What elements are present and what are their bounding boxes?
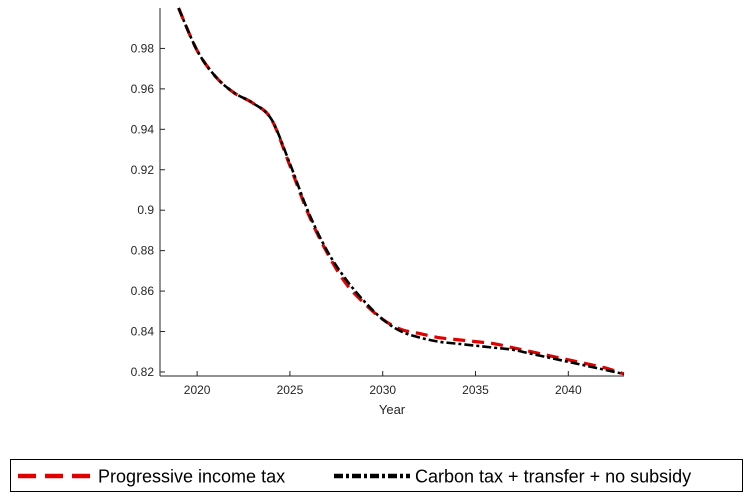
x-tick-label: 2020 <box>184 383 211 397</box>
legend-label-progressive-income-tax: Progressive income tax <box>98 467 285 487</box>
series-line-carbon-tax-transfer-no-subsidy <box>177 7 624 376</box>
series-lines <box>177 7 624 376</box>
y-tick-label: 0.96 <box>131 82 155 96</box>
y-tick-label: 0.92 <box>131 163 155 177</box>
x-tick-label: 2040 <box>555 383 582 397</box>
x-tick-label: 2025 <box>277 383 304 397</box>
x-axis-title: Year <box>379 402 406 417</box>
y-tick-label: 0.82 <box>131 365 155 379</box>
ticks: 2020 2025 2030 2035 2040 0.82 0.84 0.86 0.88 0.9 0… <box>131 41 582 397</box>
axes <box>159 8 624 377</box>
legend: Progressive income tax Carbon tax + tran… <box>10 459 743 492</box>
y-tick-label: 0.88 <box>131 244 155 258</box>
y-tick-label: 0.84 <box>131 325 155 339</box>
y-tick-label: 0.9 <box>137 203 154 217</box>
series-line-progressive-income-tax <box>177 7 624 376</box>
y-tick-label: 0.94 <box>131 122 155 136</box>
legend-label-carbon-tax-transfer-no-subsidy: Carbon tax + transfer + no subsidy <box>415 467 691 487</box>
x-tick-label: 2035 <box>462 383 489 397</box>
y-tick-label: 0.98 <box>131 41 155 55</box>
y-tick-label: 0.86 <box>131 284 155 298</box>
x-tick-label: 2030 <box>369 383 396 397</box>
